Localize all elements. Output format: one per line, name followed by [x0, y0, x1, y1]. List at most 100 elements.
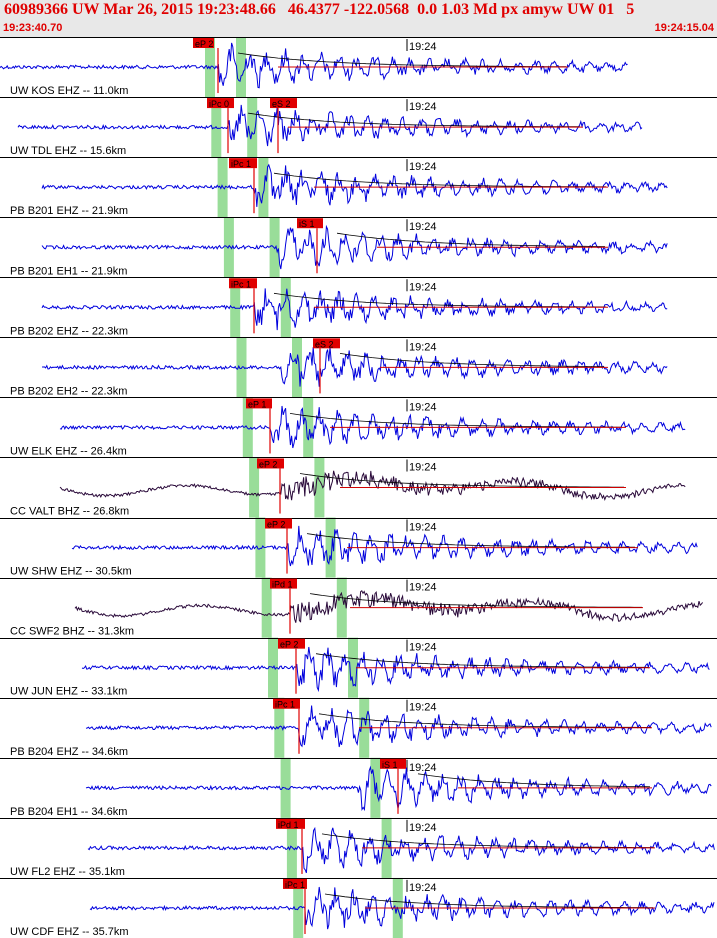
- trace-row: 19:24 iPc 1 UW CDF EHZ -- 35.7km: [10, 878, 715, 938]
- trace-row: 19:24 iPc 1 PB B201 EHZ -- 21.9km: [10, 158, 668, 217]
- s-window-band: [258, 157, 269, 218]
- trace-row: 19:24 eP 2 UW JUN EHZ -- 33.1km: [10, 638, 710, 698]
- p-pick-box[interactable]: [246, 398, 272, 409]
- travel-time-curve: [247, 112, 581, 128]
- p-pick-box[interactable]: [257, 458, 284, 469]
- trace-row: 19:24 iS 1 PB B204 EH1 -- 34.6km: [10, 758, 712, 818]
- station-label: PB B204 EHZ -- 34.6km: [10, 746, 128, 758]
- travel-time-curve: [318, 713, 651, 728]
- waveform: [71, 525, 698, 567]
- p-pick-box[interactable]: [229, 158, 257, 169]
- waveform: [41, 288, 668, 331]
- s-pick-box[interactable]: [313, 338, 340, 349]
- p-pick-box[interactable]: [207, 98, 234, 109]
- minute-label: 19:24: [409, 582, 437, 594]
- s-window-band: [269, 217, 280, 278]
- p-pick-box[interactable]: [193, 38, 214, 48]
- station-label: UW JUN EHZ -- 33.1km: [10, 686, 127, 698]
- p-window-band: [286, 817, 297, 878]
- p-pick-box[interactable]: [273, 698, 300, 709]
- travel-time-curve: [339, 353, 604, 367]
- travel-time-curve: [324, 893, 653, 908]
- minute-label: 19:24: [409, 522, 437, 534]
- p-pick-label: eP 2: [259, 459, 277, 469]
- p-pick-label: iPd 1: [278, 820, 299, 830]
- s-pick-box[interactable]: [380, 758, 406, 769]
- s-window-band: [314, 457, 325, 518]
- trace-row: 19:24 eP 2 UW SHW EHZ -- 30.5km: [10, 518, 698, 578]
- s-pick-label: iS 1: [299, 219, 315, 229]
- waveform: [85, 705, 712, 748]
- seismogram-panel: 19:24 eP 2 UW KOS EHZ -- 11.0km 19:24 iPc 0 e…: [0, 37, 717, 938]
- waveform: [74, 590, 704, 623]
- p-pick-box[interactable]: [270, 578, 297, 589]
- p-pick-label: eP 1: [248, 399, 266, 409]
- travel-time-curve: [273, 172, 606, 188]
- travel-time-curve: [315, 653, 649, 668]
- p-window-band: [249, 457, 260, 518]
- trace-row: 19:24 iPd 1 CC SWF2 BHZ -- 31.3km: [10, 578, 704, 638]
- trace-row: 19:24 eP 1 UW ELK EHZ -- 26.4km: [10, 398, 686, 457]
- waveform: [41, 163, 668, 207]
- travel-time-curve: [237, 52, 566, 68]
- p-window-band: [274, 697, 285, 758]
- window-end-time: 19:24:15.04: [654, 22, 714, 34]
- trace-row: 19:24 iPd 1 UW FL2 EHZ -- 35.1km: [10, 818, 715, 878]
- trace-row: 19:24 iPc 1 PB B204 EHZ -- 34.6km: [10, 698, 712, 758]
- minute-label: 19:24: [409, 161, 437, 173]
- travel-time-curve: [289, 413, 622, 428]
- s-window-band: [325, 517, 336, 578]
- minute-label: 19:24: [409, 41, 437, 53]
- p-window-band: [205, 37, 215, 98]
- event-header: 60989366 UW Mar 26, 2015 19:23:48.66 46.…: [0, 0, 717, 37]
- trace-row: 19:24 iS 1 PB B201 EH1 -- 21.9km: [10, 218, 668, 277]
- waveform: [17, 104, 643, 147]
- s-pick-box[interactable]: [270, 98, 297, 109]
- travel-time-curve: [309, 593, 642, 608]
- minute-label: 19:24: [409, 101, 437, 113]
- s-pick-box[interactable]: [297, 218, 323, 229]
- station-label: PB B201 EHZ -- 21.9km: [10, 205, 128, 217]
- minute-label: 19:24: [409, 702, 437, 714]
- travel-time-curve: [336, 232, 605, 247]
- minute-label: 19:24: [409, 762, 437, 774]
- station-label: UW CDF EHZ -- 35.7km: [10, 926, 129, 938]
- p-pick-label: iPc 1: [231, 159, 251, 169]
- minute-label: 19:24: [409, 341, 437, 353]
- station-label: PB B204 EH1 -- 34.6km: [10, 806, 127, 818]
- window-start-time: 19:23:40.70: [3, 22, 63, 34]
- event-title: 60989366 UW Mar 26, 2015 19:23:48.66 46.…: [4, 1, 635, 18]
- p-window-band: [230, 277, 241, 338]
- station-label: UW TDL EHZ -- 15.6km: [10, 145, 126, 157]
- waveform: [59, 470, 686, 501]
- s-window-band: [336, 577, 347, 638]
- p-window-band: [261, 577, 272, 638]
- s-window-band: [348, 637, 358, 698]
- s-pick-label: eS 2: [315, 339, 334, 349]
- station-label: UW FL2 EHZ -- 35.1km: [10, 866, 125, 878]
- p-pick-box[interactable]: [278, 638, 305, 649]
- waveform: [59, 405, 686, 449]
- minute-label: 19:24: [409, 882, 437, 894]
- station-label: UW KOS EHZ -- 11.0km: [10, 85, 128, 97]
- s-window-band: [236, 37, 246, 98]
- s-pick-label: iS 1: [382, 760, 398, 770]
- minute-label: 19:24: [409, 642, 437, 654]
- station-label: UW ELK EHZ -- 26.4km: [10, 445, 127, 457]
- minute-label: 19:24: [409, 401, 437, 413]
- waveform: [0, 42, 628, 89]
- minute-label: 19:24: [409, 461, 437, 473]
- p-pick-box[interactable]: [283, 878, 307, 889]
- s-window-band: [303, 397, 314, 458]
- p-pick-box[interactable]: [229, 278, 257, 289]
- travel-time-curve: [306, 533, 635, 548]
- waveform: [87, 826, 715, 874]
- p-pick-box[interactable]: [276, 818, 305, 829]
- s-window-band: [292, 337, 302, 398]
- p-pick-box[interactable]: [265, 518, 292, 529]
- minute-label: 19:24: [409, 221, 437, 233]
- p-pick-label: iPc 0: [209, 99, 229, 109]
- trace-row: 19:24 iPc 1 PB B202 EHZ -- 22.3km: [10, 278, 668, 337]
- trace-row: 19:24 eS 2 PB B202 EH2 -- 22.3km: [10, 338, 668, 397]
- station-label: PB B202 EHZ -- 22.3km: [10, 325, 128, 337]
